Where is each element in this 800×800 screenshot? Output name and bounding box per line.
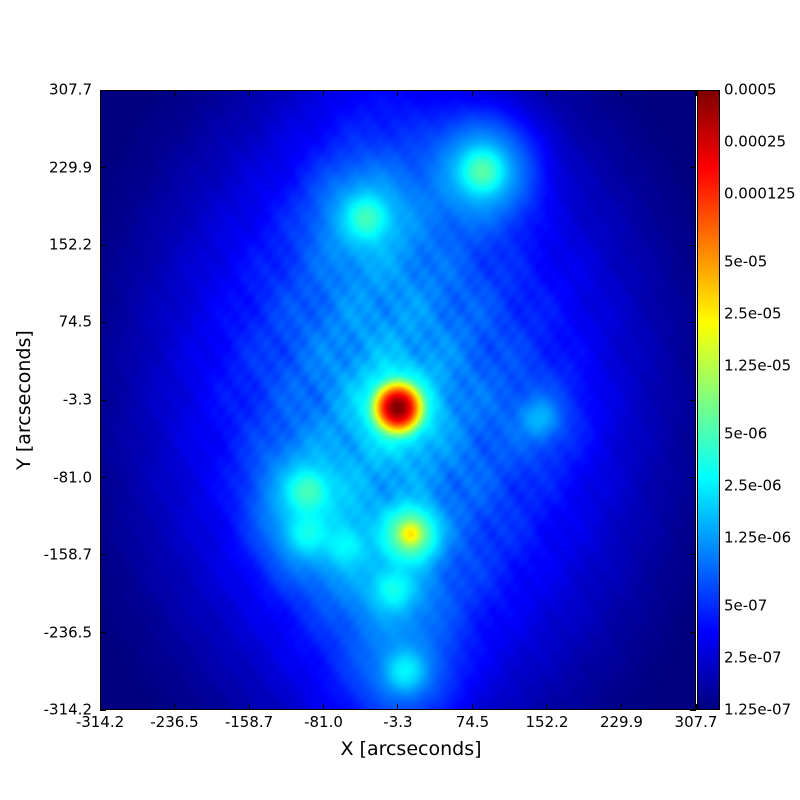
y-tick-mark (690, 399, 696, 401)
x-tick-label: 152.2 (525, 713, 569, 731)
y-tick-mark (690, 167, 696, 169)
y-tick-mark (100, 709, 106, 711)
x-tick-mark (546, 704, 548, 710)
x-tick-mark (397, 90, 399, 96)
y-tick-mark (100, 399, 106, 401)
y-tick-mark (100, 167, 106, 169)
x-tick-mark (248, 90, 250, 96)
y-tick-mark (690, 632, 696, 634)
colorbar-tick-label: 2.5e-06 (724, 476, 782, 495)
x-tick-label: 74.5 (455, 713, 490, 731)
colorbar-tick-label: 0.00025 (724, 132, 787, 151)
x-tick-mark (695, 90, 697, 96)
colorbar-tick-label: 2.5e-05 (724, 304, 782, 323)
x-tick-mark (99, 704, 101, 710)
x-tick-label: -81.0 (304, 713, 343, 731)
y-tick-mark (100, 477, 106, 478)
x-tick-mark (620, 90, 622, 96)
x-tick-mark (620, 704, 622, 710)
x-tick-label: 229.9 (599, 713, 643, 731)
y-tick-mark (690, 709, 696, 711)
x-tick-label: 307.7 (674, 713, 718, 731)
colorbar-tick-label: 0.0005 (724, 80, 777, 99)
heatmap-plot-area (100, 90, 696, 710)
x-tick-mark (99, 90, 101, 96)
y-tick-label: -81.0 (53, 468, 92, 486)
y-tick-mark (100, 89, 106, 91)
x-tick-mark (695, 704, 697, 710)
y-tick-label: -3.3 (62, 390, 92, 409)
y-tick-mark (100, 321, 106, 323)
y-tick-mark (690, 321, 696, 323)
y-tick-label: -314.2 (43, 700, 92, 719)
y-tick-mark (100, 244, 106, 246)
y-tick-label: 152.2 (49, 235, 92, 254)
colorbar-tick-label: 1.25e-06 (724, 528, 792, 547)
y-tick-mark (690, 89, 696, 91)
y-tick-mark (100, 632, 106, 634)
x-tick-label: -158.7 (224, 713, 274, 731)
x-tick-label: -3.3 (383, 713, 413, 731)
y-tick-label: 229.9 (49, 158, 92, 177)
x-tick-mark (546, 90, 548, 96)
y-tick-mark (690, 477, 696, 478)
x-tick-mark (397, 704, 399, 710)
y-tick-mark (100, 554, 106, 556)
y-tick-label: -236.5 (43, 623, 92, 642)
y-tick-label: -158.7 (43, 545, 92, 564)
x-axis-label: X [arcseconds] (340, 738, 482, 760)
colorbar-tick-label: 2.5e-07 (724, 648, 782, 667)
x-tick-mark (173, 90, 175, 96)
y-tick-label: 74.5 (58, 312, 92, 331)
heatmap-image (101, 91, 695, 709)
x-tick-mark (322, 704, 324, 710)
colorbar (697, 90, 720, 710)
x-tick-mark (472, 704, 473, 710)
colorbar-tick-label: 1.25e-05 (724, 356, 792, 375)
x-tick-label: -314.2 (75, 713, 125, 731)
colorbar-tick-label: 0.000125 (724, 184, 796, 203)
y-tick-mark (690, 244, 696, 246)
x-tick-mark (472, 90, 473, 96)
y-axis-label: Y [arcseconds] (13, 330, 35, 470)
x-tick-mark (248, 704, 250, 710)
colorbar-tick-label: 5e-07 (724, 596, 768, 615)
y-tick-label: 307.7 (49, 80, 92, 99)
colorbar-tick-label: 5e-06 (724, 424, 768, 443)
y-tick-mark (690, 554, 696, 556)
colorbar-tick-label: 5e-05 (724, 252, 768, 271)
x-tick-label: -236.5 (150, 713, 199, 731)
x-tick-mark (173, 704, 175, 710)
x-tick-mark (322, 90, 324, 96)
colorbar-tick-label: 1.25e-07 (724, 700, 792, 719)
